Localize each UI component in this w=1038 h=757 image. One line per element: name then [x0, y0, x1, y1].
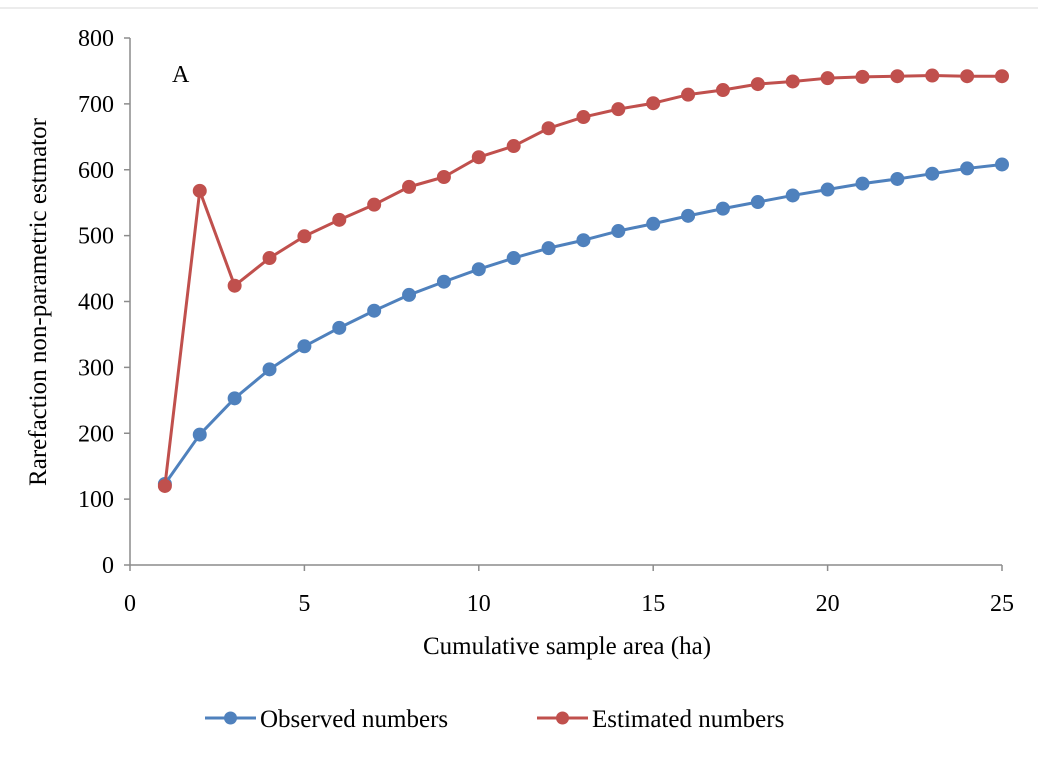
- x-tick-label: 0: [124, 591, 136, 617]
- data-point-estimated-numbers: [402, 179, 417, 194]
- data-point-observed-numbers: [855, 176, 870, 191]
- legend: Observed numbers Estimated numbers: [205, 706, 784, 733]
- y-axis-title: Rarefaction non-parametric estmator: [25, 117, 52, 486]
- data-point-estimated-numbers: [995, 69, 1009, 84]
- data-point-observed-numbers: [890, 171, 905, 186]
- data-point-observed-numbers: [681, 208, 696, 223]
- data-point-estimated-numbers: [332, 212, 347, 227]
- y-tick-label: 200: [78, 421, 114, 447]
- data-point-estimated-numbers: [297, 229, 312, 244]
- data-point-observed-numbers: [820, 182, 835, 197]
- panel-label: A: [172, 62, 190, 88]
- data-point-observed-numbers: [367, 303, 382, 318]
- data-point-estimated-numbers: [367, 197, 382, 212]
- legend-swatch-marker: [556, 711, 569, 725]
- data-point-observed-numbers: [506, 251, 521, 266]
- data-point-estimated-numbers: [471, 150, 486, 165]
- data-point-estimated-numbers: [750, 77, 765, 92]
- data-point-estimated-numbers: [576, 110, 591, 125]
- series-observed-numbers: [157, 157, 1009, 491]
- data-point-estimated-numbers: [611, 102, 626, 117]
- data-point-observed-numbers: [960, 161, 975, 176]
- data-point-estimated-numbers: [681, 87, 696, 102]
- data-point-observed-numbers: [262, 362, 277, 377]
- x-tick-label: 10: [467, 591, 491, 617]
- data-point-observed-numbers: [925, 166, 940, 181]
- legend-label: Observed numbers: [260, 706, 448, 733]
- data-point-observed-numbers: [646, 216, 661, 231]
- data-point-observed-numbers: [471, 262, 486, 277]
- y-tick-label: 0: [102, 553, 114, 579]
- x-tick-label: 15: [641, 591, 665, 617]
- data-point-observed-numbers: [192, 427, 207, 442]
- data-point-estimated-numbers: [157, 478, 172, 493]
- y-tick-label: 600: [78, 158, 114, 184]
- x-tick-label: 20: [816, 591, 840, 617]
- legend-label: Estimated numbers: [592, 706, 784, 733]
- data-point-estimated-numbers: [820, 71, 835, 86]
- data-point-observed-numbers: [402, 287, 417, 302]
- y-tick-label: 700: [78, 92, 114, 118]
- legend-item-estimated-numbers: Estimated numbers: [537, 706, 784, 733]
- data-point-observed-numbers: [995, 157, 1009, 172]
- data-point-observed-numbers: [332, 320, 347, 335]
- data-point-estimated-numbers: [925, 68, 940, 83]
- data-point-estimated-numbers: [715, 83, 730, 98]
- data-point-observed-numbers: [541, 241, 556, 256]
- data-point-estimated-numbers: [646, 96, 661, 111]
- y-tick-label: 100: [78, 487, 114, 513]
- axes: 0 100 200 300 400 500 600 700 800 0 5 10 15 20 25: [78, 26, 1014, 617]
- y-tick-label: 500: [78, 224, 114, 250]
- data-point-estimated-numbers: [890, 69, 905, 84]
- y-tick-label: 400: [78, 290, 114, 316]
- legend-item-observed-numbers: Observed numbers: [205, 706, 448, 733]
- x-tick-label: 5: [298, 591, 310, 617]
- data-point-estimated-numbers: [262, 251, 277, 266]
- y-tick-label: 300: [78, 355, 114, 381]
- legend-swatch-marker: [224, 711, 237, 725]
- data-point-observed-numbers: [576, 233, 591, 248]
- series-layer: [157, 68, 1009, 493]
- data-point-observed-numbers: [611, 224, 626, 239]
- data-point-observed-numbers: [785, 188, 800, 203]
- data-point-observed-numbers: [297, 339, 312, 354]
- data-point-observed-numbers: [436, 274, 451, 289]
- data-point-estimated-numbers: [436, 169, 451, 184]
- data-point-estimated-numbers: [192, 183, 207, 198]
- data-point-estimated-numbers: [506, 139, 521, 154]
- x-tick-label: 25: [990, 591, 1014, 617]
- data-point-estimated-numbers: [960, 69, 975, 84]
- series-line-estimated-numbers: [163, 74, 1002, 487]
- y-tick-label: 800: [78, 26, 114, 52]
- data-point-estimated-numbers: [785, 74, 800, 89]
- data-point-observed-numbers: [227, 391, 242, 406]
- x-axis-title: Cumulative sample area (ha): [423, 633, 711, 660]
- data-point-estimated-numbers: [541, 121, 556, 136]
- data-point-estimated-numbers: [227, 278, 242, 293]
- series-estimated-numbers: [157, 68, 1009, 493]
- data-point-observed-numbers: [750, 195, 765, 210]
- data-point-estimated-numbers: [855, 69, 870, 84]
- data-point-observed-numbers: [715, 201, 730, 216]
- series-line-observed-numbers: [163, 162, 1003, 485]
